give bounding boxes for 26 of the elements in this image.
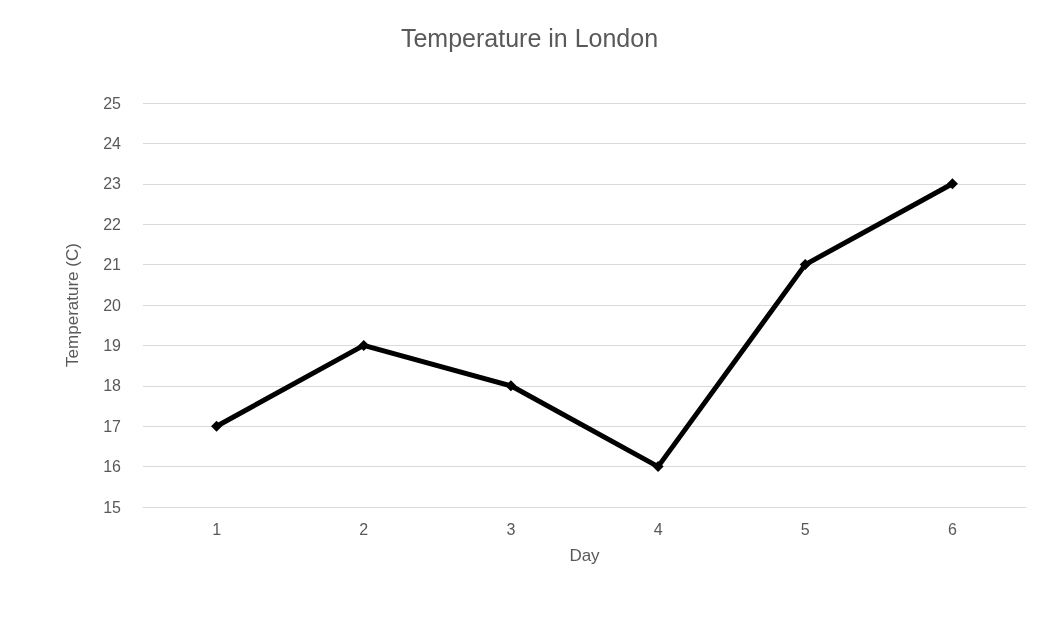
y-tick-label: 16 bbox=[103, 458, 122, 476]
x-tick-label: 2 bbox=[359, 520, 369, 538]
point bbox=[358, 339, 370, 351]
y-axis-title: Temperature (C) bbox=[63, 243, 82, 367]
point bbox=[505, 380, 517, 392]
x-tick-label: 3 bbox=[506, 520, 516, 538]
x-tick-label: 5 bbox=[800, 520, 810, 538]
y-tick-label: 22 bbox=[103, 215, 122, 233]
point bbox=[946, 178, 958, 190]
x-tick-label: 4 bbox=[653, 520, 663, 538]
y-tick-label: 15 bbox=[103, 498, 122, 516]
y-tick-label: 19 bbox=[103, 336, 122, 354]
y-tick-label: 20 bbox=[103, 296, 122, 314]
y-tick-label: 18 bbox=[103, 377, 122, 395]
point bbox=[211, 420, 223, 432]
x-axis-title: Day bbox=[569, 546, 601, 565]
y-tick-label: 23 bbox=[103, 175, 122, 193]
y-tick-label: 24 bbox=[103, 134, 122, 152]
x-tick-label: 1 bbox=[212, 520, 222, 538]
y-tick-label: 17 bbox=[103, 417, 122, 435]
y-tick-label: 25 bbox=[103, 94, 122, 112]
y-tick-label: 21 bbox=[103, 256, 122, 274]
point bbox=[799, 259, 811, 271]
chart-title: Temperature in London bbox=[400, 23, 659, 52]
x-tick-label: 6 bbox=[947, 520, 957, 538]
point bbox=[652, 461, 664, 473]
